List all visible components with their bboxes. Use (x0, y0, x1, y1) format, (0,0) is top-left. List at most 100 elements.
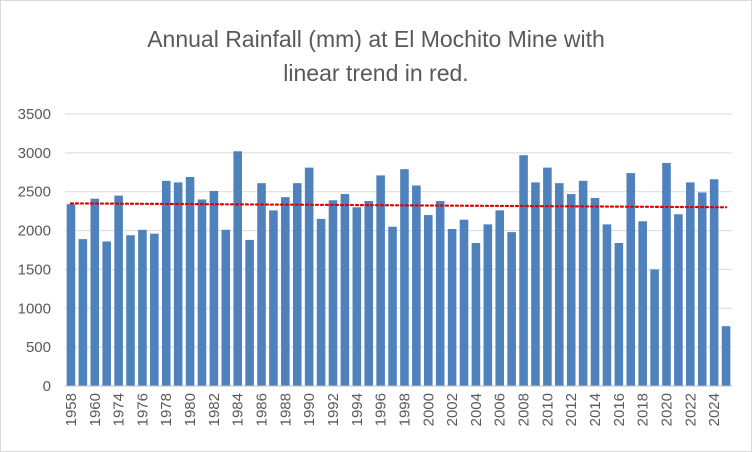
y-tick-label: 1500 (18, 261, 51, 278)
bar-1973 (102, 241, 111, 386)
x-tick-label: 1978 (158, 393, 175, 426)
bar-2021 (674, 214, 683, 386)
bar-2003 (459, 219, 469, 386)
bars (66, 151, 731, 386)
bar-1981 (197, 199, 207, 386)
bar-2022 (686, 182, 695, 386)
bar-2001 (435, 201, 445, 386)
x-tick-label: 1958 (63, 393, 80, 426)
bar-2025 (721, 326, 731, 386)
y-tick-label: 2500 (18, 184, 51, 201)
bar-1995 (364, 201, 374, 386)
bar-1991 (316, 218, 326, 386)
bar-1989 (292, 183, 302, 386)
x-tick-label: 1998 (396, 393, 413, 426)
x-tick-label: 2024 (706, 393, 723, 426)
bar-2005 (483, 224, 493, 386)
chart-title: Annual Rainfall (mm) at El Mochito Mine … (0, 22, 752, 90)
bar-1987 (269, 210, 278, 386)
bar-1976 (138, 229, 147, 386)
bar-1980 (185, 176, 195, 386)
bar-1977 (150, 233, 159, 386)
bar-2018 (638, 221, 647, 386)
bar-1975 (126, 235, 135, 386)
bar-1990 (304, 167, 314, 386)
bar-2000 (423, 215, 433, 386)
x-axis: 1958 1960 1974 1976 1978 1980 1982 1984 1986 1988… (63, 385, 732, 426)
trend-line (69, 202, 728, 209)
bar-2008 (519, 155, 528, 386)
x-tick-label: 1960 (87, 393, 104, 426)
x-tick-label: 2020 (658, 393, 675, 426)
chart-title-line-1: Annual Rainfall (mm) at El Mochito Mine … (147, 26, 605, 52)
bar-1993 (340, 194, 350, 386)
bar-2016 (614, 243, 624, 386)
bar-1997 (388, 226, 397, 386)
y-tick-label: 500 (26, 339, 51, 356)
x-tick-label: 1990 (301, 393, 318, 426)
bar-2015 (602, 224, 612, 386)
y-axis: 0 500 1000 1500 2000 2500 3000 3500 (18, 106, 51, 395)
x-tick-label: 2022 (682, 393, 699, 426)
y-tick-label: 0 (43, 378, 51, 395)
x-tick-label: 1988 (277, 393, 294, 426)
bar-2002 (447, 229, 457, 386)
bar-1958 (66, 204, 76, 386)
x-tick-label: 2014 (587, 393, 604, 426)
x-tick-label: 2018 (635, 393, 652, 426)
bar-2017 (626, 173, 636, 386)
bar-1979 (173, 182, 183, 386)
bar-1998 (400, 169, 409, 386)
x-tick-label: 1984 (230, 393, 247, 426)
bar-2006 (495, 210, 505, 386)
bar-1988 (281, 197, 290, 386)
linear-trend-line (69, 202, 728, 209)
bar-2007 (507, 232, 516, 386)
x-tick-label: 1994 (349, 393, 366, 426)
bar-1983 (221, 229, 231, 386)
bar-2019 (650, 269, 659, 386)
bar-2024 (709, 179, 719, 386)
chart-title-line-2: linear trend in red. (283, 60, 469, 86)
bar-1985 (245, 239, 254, 386)
bar-2014 (590, 197, 600, 386)
bar-1978 (161, 180, 171, 386)
x-tick-label: 2016 (611, 393, 628, 426)
x-tick-label: 1976 (134, 393, 151, 426)
bar-1982 (209, 190, 219, 386)
bar-2023 (697, 192, 707, 386)
bar-2012 (566, 194, 576, 386)
x-tick-label: 2002 (444, 393, 461, 426)
x-tick-label: 1980 (182, 393, 199, 426)
y-tick-label: 1000 (18, 300, 51, 317)
bar-1984 (233, 151, 242, 386)
bar-1974 (114, 195, 123, 386)
bar-1996 (376, 175, 385, 386)
bar-1994 (352, 207, 362, 386)
x-tick-label: 1974 (111, 393, 128, 426)
bar-2020 (662, 162, 671, 386)
x-tick-label: 2006 (492, 393, 509, 426)
x-tick-label: 2008 (516, 393, 533, 426)
bar-2009 (531, 182, 540, 386)
bar-2011 (555, 183, 564, 386)
bar-2013 (578, 180, 588, 386)
y-tick-label: 3500 (18, 106, 51, 123)
x-tick-label: 2012 (563, 393, 580, 426)
y-tick-label: 3000 (18, 145, 51, 162)
x-tick-label: 2004 (468, 393, 485, 426)
x-tick-label: 2010 (539, 393, 556, 426)
y-tick-label: 2000 (18, 223, 51, 240)
x-tick-label: 1996 (373, 393, 390, 426)
x-tick-label: 1982 (206, 393, 223, 426)
x-tick-label: 1986 (254, 393, 271, 426)
bar-2004 (471, 243, 481, 386)
bar-1959 (78, 239, 88, 386)
bar-1960 (90, 198, 100, 386)
x-tick-label: 1992 (325, 393, 342, 426)
bar-1986 (257, 183, 266, 386)
x-tick-label: 2000 (420, 393, 437, 426)
bar-2010 (543, 167, 552, 386)
bar-1992 (328, 200, 338, 386)
